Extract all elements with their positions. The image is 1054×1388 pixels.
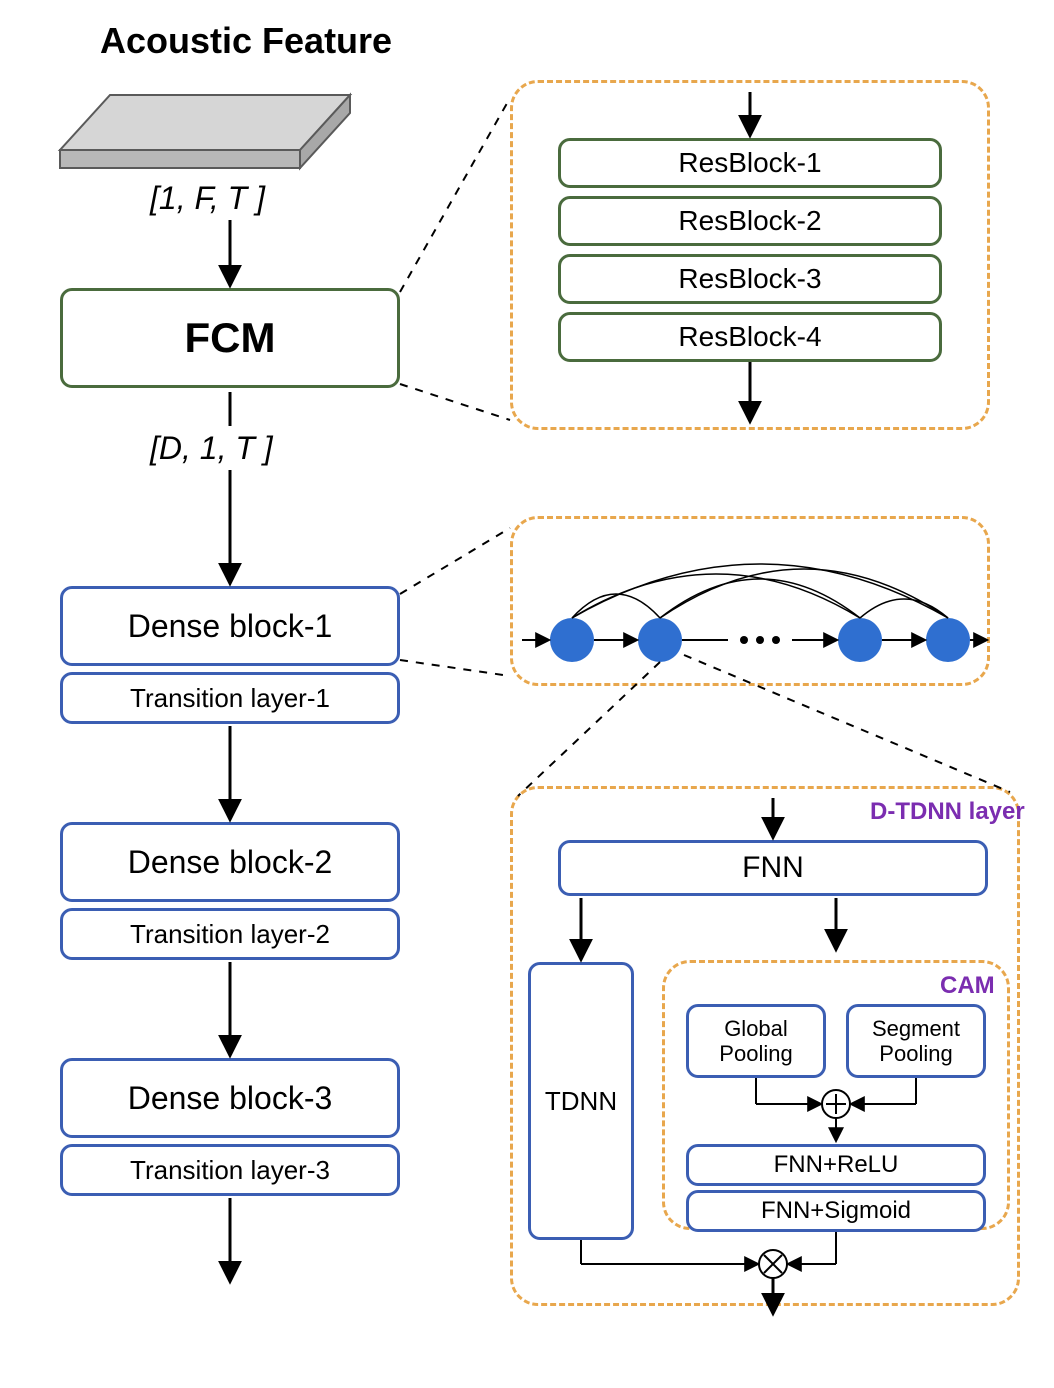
fcm-label: FCM <box>185 314 276 362</box>
transition-layer-1-label: Transition layer-1 <box>130 683 330 714</box>
dense-block-1-label: Dense block-1 <box>128 608 333 645</box>
resblock-4-label: ResBlock-4 <box>678 321 821 353</box>
global-pooling-box: Global Pooling <box>686 1004 826 1078</box>
resblock-1-label: ResBlock-1 <box>678 147 821 179</box>
fcm-box: FCM <box>60 288 400 388</box>
fnn-sigmoid-box: FNN+Sigmoid <box>686 1190 986 1232</box>
global-pooling-label: Global Pooling <box>719 1016 792 1067</box>
transition-layer-2: Transition layer-2 <box>60 908 400 960</box>
dense-block-3-label: Dense block-3 <box>128 1080 333 1117</box>
dense-graph-panel <box>510 516 990 686</box>
dense-block-1: Dense block-1 <box>60 586 400 666</box>
dims2-label: [D, 1, T ] <box>150 430 273 467</box>
segment-pooling-label: Segment Pooling <box>872 1016 960 1067</box>
resblock-2: ResBlock-2 <box>558 196 942 246</box>
fnn-sigmoid-label: FNN+Sigmoid <box>761 1197 911 1225</box>
fnn-label: FNN <box>742 851 804 885</box>
fnn-box: FNN <box>558 840 988 896</box>
resblock-4: ResBlock-4 <box>558 312 942 362</box>
dims1-label: [1, F, T ] <box>150 180 265 217</box>
title: Acoustic Feature <box>100 20 392 62</box>
cam-label: CAM <box>940 972 995 1000</box>
dense-block-2: Dense block-2 <box>60 822 400 902</box>
resblock-3: ResBlock-3 <box>558 254 942 304</box>
dtdnn-label: D-TDNN layer <box>870 798 1025 826</box>
transition-layer-3: Transition layer-3 <box>60 1144 400 1196</box>
tdnn-box: TDNN <box>528 962 634 1240</box>
transition-layer-3-label: Transition layer-3 <box>130 1155 330 1186</box>
resblock-2-label: ResBlock-2 <box>678 205 821 237</box>
dense-block-3: Dense block-3 <box>60 1058 400 1138</box>
transition-layer-1: Transition layer-1 <box>60 672 400 724</box>
transition-layer-2-label: Transition layer-2 <box>130 919 330 950</box>
segment-pooling-box: Segment Pooling <box>846 1004 986 1078</box>
resblock-1: ResBlock-1 <box>558 138 942 188</box>
tdnn-label: TDNN <box>545 1086 617 1117</box>
dense-block-2-label: Dense block-2 <box>128 844 333 881</box>
resblock-3-label: ResBlock-3 <box>678 263 821 295</box>
fnn-relu-box: FNN+ReLU <box>686 1144 986 1186</box>
fnn-relu-label: FNN+ReLU <box>774 1151 899 1179</box>
